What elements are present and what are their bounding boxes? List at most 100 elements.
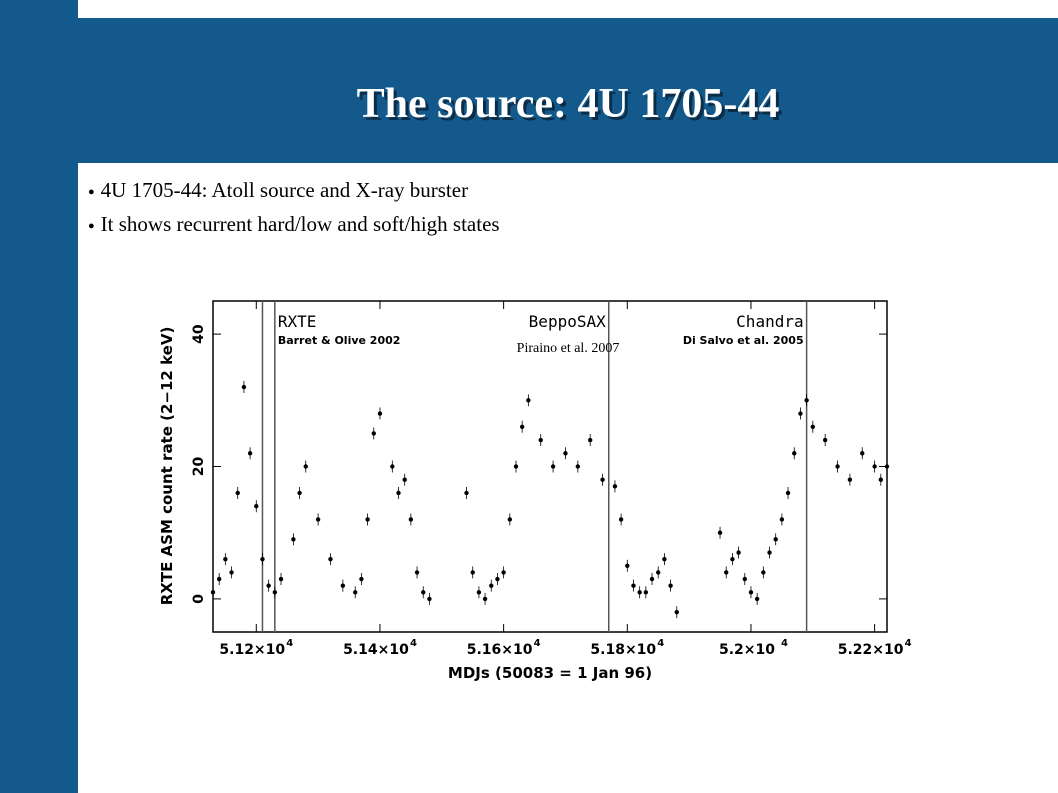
data-point	[625, 563, 630, 568]
data-point	[254, 504, 259, 509]
data-point	[247, 451, 253, 456]
x-tick-label: 5.2×10	[719, 642, 775, 658]
data-point	[773, 537, 778, 542]
x-tick-exponent: 4	[781, 638, 788, 649]
data-point	[792, 451, 797, 456]
data-point	[235, 490, 240, 496]
data-point	[519, 424, 525, 429]
data-point	[767, 550, 772, 555]
observation-reference-label: Barret & Olive 2002	[278, 334, 401, 347]
data-point	[575, 464, 581, 469]
data-point	[587, 437, 593, 443]
data-point	[260, 556, 265, 562]
data-point	[754, 596, 760, 602]
data-point	[662, 556, 667, 562]
data-point	[656, 570, 661, 575]
x-axis-label: MDJs (50083 = 1 Jan 96)	[448, 664, 652, 682]
x-tick-exponent: 4	[657, 638, 664, 649]
data-point	[804, 398, 809, 403]
x-tick-exponent: 4	[534, 638, 541, 649]
observation-mission-label: Chandra	[736, 312, 803, 331]
data-point	[810, 424, 815, 429]
data-point	[359, 576, 364, 582]
data-point	[526, 398, 531, 403]
x-tick-exponent: 4	[905, 638, 912, 649]
data-point	[223, 556, 228, 562]
observation-lines: RXTE Barret & Olive 2002 BeppoSAX Chandra Di…	[261, 301, 808, 632]
y-axis-label: RXTE ASM count rate (2−12 keV)	[158, 327, 176, 606]
data-point	[822, 437, 828, 443]
data-point	[476, 590, 482, 595]
data-point	[482, 596, 488, 602]
data-point	[612, 484, 618, 489]
x-tick-exponent: 4	[286, 638, 293, 649]
x-tick-label: 5.12×10	[219, 642, 285, 658]
data-point	[730, 556, 735, 562]
data-point	[427, 596, 432, 602]
data-point	[538, 437, 543, 443]
data-points	[210, 381, 890, 619]
left-accent-bar	[0, 0, 78, 793]
axis-ticks: 5.12×10 4 5.14×10 4 5.16×10 4 5.18×10 4 5.2×10 4 5…	[191, 301, 912, 658]
data-point	[464, 490, 469, 496]
data-point	[278, 576, 284, 582]
bullet-dot-icon: ●	[88, 186, 95, 198]
bullet-list: ● 4U 1705-44: Atoll source and X-ray burs…	[88, 174, 500, 242]
data-point	[668, 583, 673, 588]
data-point	[266, 583, 271, 588]
data-point	[340, 583, 346, 588]
data-point	[353, 590, 358, 595]
data-point	[649, 576, 655, 582]
data-point	[618, 517, 624, 522]
data-point	[674, 609, 679, 615]
data-point	[779, 517, 785, 522]
data-point	[489, 583, 494, 588]
data-point	[272, 590, 278, 595]
data-point	[241, 384, 247, 390]
data-point	[600, 477, 605, 482]
data-point	[408, 517, 414, 522]
slide-title: The source: 4U 1705-44	[356, 81, 780, 127]
y-tick-label: 40	[191, 324, 207, 344]
data-point	[860, 451, 865, 456]
bullet-item: ● 4U 1705-44: Atoll source and X-ray burs…	[88, 174, 500, 208]
data-point	[550, 464, 556, 469]
data-point	[229, 570, 234, 575]
data-point	[872, 464, 877, 469]
light-curve-chart: RXTE Barret & Olive 2002 BeppoSAX Chandra Di…	[158, 300, 912, 682]
data-point	[513, 464, 519, 469]
title-banner: The source: 4U 1705-44	[78, 18, 1058, 163]
data-point	[291, 537, 296, 542]
y-tick-label: 20	[191, 457, 207, 477]
data-point	[297, 490, 302, 496]
y-tick-label: 0	[191, 594, 207, 604]
data-point	[507, 517, 513, 522]
data-point	[390, 464, 395, 469]
citation-annotation: Piraino et al. 2007	[517, 341, 620, 356]
data-point	[328, 556, 333, 562]
x-tick-exponent: 4	[410, 638, 417, 649]
data-point	[631, 583, 636, 588]
data-point	[643, 590, 649, 595]
data-point	[303, 464, 308, 469]
data-point	[742, 576, 747, 582]
x-tick-label: 5.14×10	[343, 642, 409, 658]
x-tick-label: 5.16×10	[467, 642, 533, 658]
data-point	[717, 530, 723, 535]
data-point	[371, 431, 376, 436]
data-point	[210, 590, 216, 595]
data-point	[761, 570, 766, 575]
observation-reference-label: Di Salvo et al. 2005	[683, 334, 804, 347]
data-point	[748, 590, 754, 595]
x-tick-label: 5.18×10	[590, 642, 656, 658]
data-point	[414, 570, 420, 575]
data-point	[724, 570, 729, 575]
bullet-text: 4U 1705-44: Atoll source and X-ray burst…	[100, 178, 469, 202]
data-point	[365, 517, 370, 522]
data-point	[637, 590, 642, 595]
data-point	[377, 411, 383, 416]
data-point	[501, 570, 506, 575]
data-point	[315, 517, 321, 522]
bullet-item: ● It shows recurrent hard/low and soft/hi…	[88, 208, 500, 242]
bullet-dot-icon: ●	[88, 220, 95, 232]
